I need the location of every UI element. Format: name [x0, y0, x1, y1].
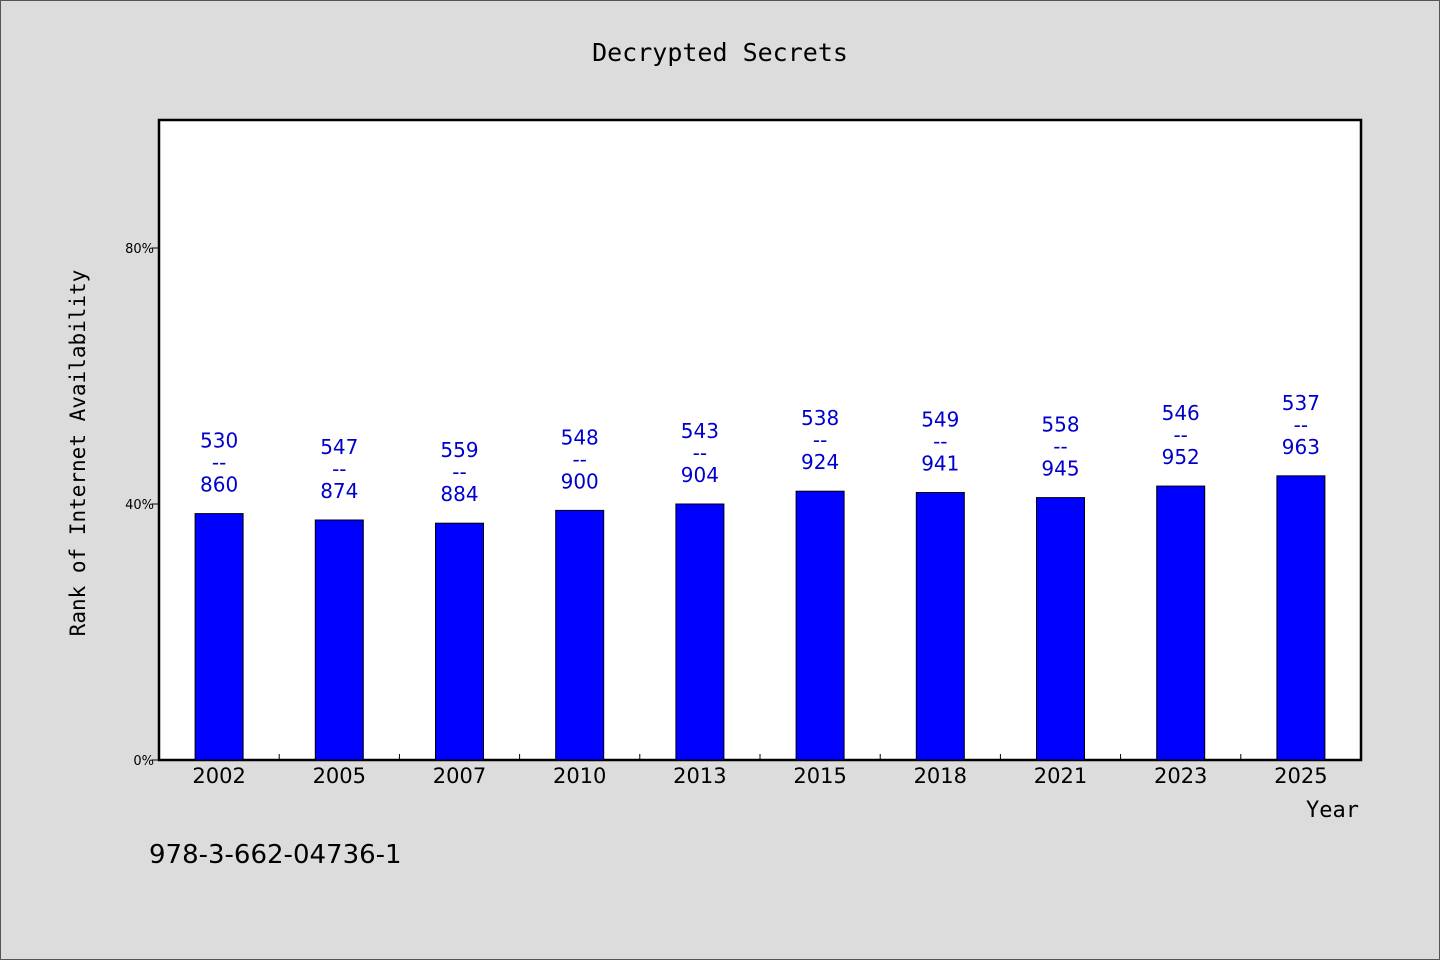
data-label: -- [1053, 435, 1067, 459]
bar [795, 490, 845, 761]
x-tick-label: 2018 [914, 764, 967, 788]
data-label: 884 [440, 482, 478, 506]
data-label: 538 [801, 406, 839, 430]
data-label: 530 [200, 429, 238, 453]
x-tick-label: 2021 [1034, 764, 1087, 788]
data-label: 963 [1282, 435, 1320, 459]
bar [555, 509, 605, 761]
data-label: -- [572, 447, 586, 471]
data-label: 547 [320, 435, 358, 459]
data-label: 549 [921, 407, 959, 431]
data-label: 945 [1041, 457, 1079, 481]
data-label: -- [1173, 423, 1187, 447]
y-tick-label: 80% [125, 242, 154, 257]
bar [1036, 497, 1085, 761]
data-label: -- [1294, 413, 1308, 437]
data-label: -- [693, 441, 707, 465]
data-label: 874 [320, 479, 358, 503]
x-tick-label: 2023 [1154, 764, 1207, 788]
data-label: 952 [1162, 445, 1200, 469]
data-label: -- [452, 460, 466, 484]
bar [194, 513, 244, 761]
bars [194, 475, 1326, 761]
data-label: 559 [440, 438, 478, 462]
bar [314, 519, 364, 761]
x-tick-label: 2015 [793, 764, 846, 788]
y-axis-label: Rank of Internet Availability [66, 270, 90, 637]
y-tick-label: 40% [125, 498, 154, 513]
data-label: 941 [921, 451, 959, 475]
y-tick-label: 0% [133, 754, 154, 769]
bar [1276, 475, 1326, 761]
bar [915, 491, 965, 761]
data-label: 860 [200, 473, 238, 497]
x-tick-label: 2025 [1274, 764, 1327, 788]
data-labels: 530--860547--874559--884548--900543--904… [200, 391, 1320, 506]
x-tick-label: 2002 [192, 764, 245, 788]
data-label: 558 [1041, 413, 1079, 437]
data-label: 537 [1282, 391, 1320, 415]
data-label: 924 [801, 450, 839, 474]
data-label: 546 [1162, 401, 1200, 425]
data-label: -- [332, 457, 346, 481]
data-label: -- [212, 451, 226, 475]
data-label: 904 [681, 463, 719, 487]
y-axis-ticks: 0% 40% 80% [125, 242, 159, 769]
x-tick-label: 2007 [433, 764, 486, 788]
x-axis-ticks: 2002 2005 2007 2010 2013 2015 2018 2021 2023 2025 [192, 754, 1328, 788]
chart-title: Decrypted Secrets [592, 38, 848, 67]
x-axis-label: Year [1306, 798, 1359, 823]
isbn-footer: 978-3-662-04736-1 [149, 840, 402, 870]
data-label: 900 [561, 469, 599, 493]
bar [675, 503, 725, 761]
bar [1156, 485, 1206, 761]
data-label: -- [933, 429, 947, 453]
x-tick-label: 2010 [553, 764, 606, 788]
bar [435, 522, 484, 761]
data-label: 548 [561, 425, 599, 449]
x-tick-label: 2005 [313, 764, 366, 788]
x-tick-label: 2013 [673, 764, 726, 788]
data-label: -- [813, 428, 827, 452]
data-label: 543 [681, 419, 719, 443]
